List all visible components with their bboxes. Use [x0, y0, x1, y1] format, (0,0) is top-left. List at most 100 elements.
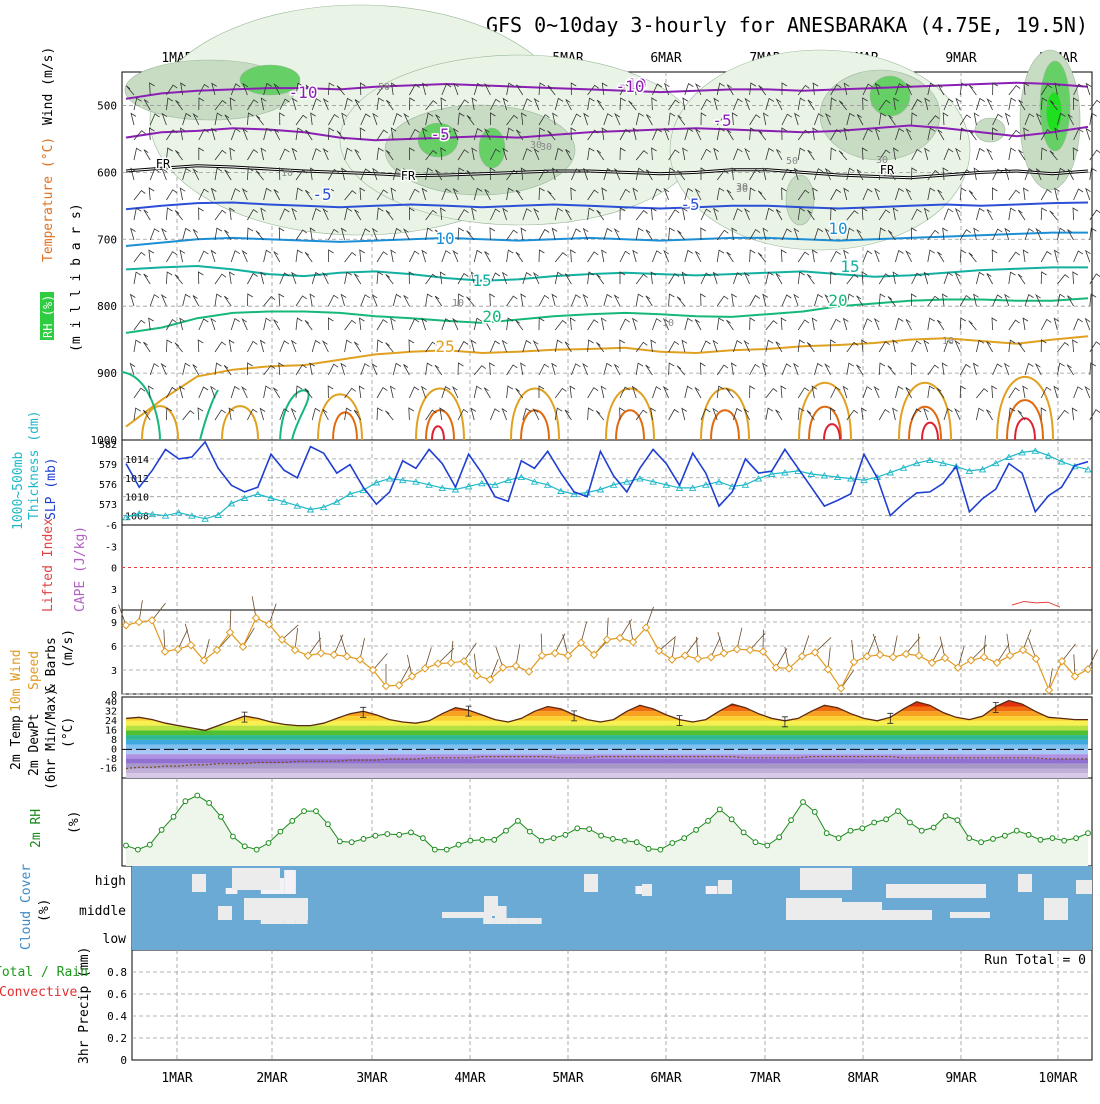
rh-point	[207, 801, 212, 806]
rh-point	[753, 840, 758, 845]
rh-point	[1074, 836, 1079, 841]
rh-point	[836, 836, 841, 841]
wind-left-label: (m/s)	[61, 629, 76, 668]
pressure-tick-label: 900	[97, 367, 117, 380]
slp-tick-label: 1010	[125, 493, 149, 504]
wind-tick-label: 6	[111, 642, 117, 653]
rh-point	[468, 838, 473, 843]
rh-point	[480, 837, 485, 842]
rh-point	[682, 836, 687, 841]
rh-point	[967, 836, 972, 841]
precip-left-label-conv: Convective	[0, 985, 77, 1000]
rh-point	[278, 829, 283, 834]
rh-point	[789, 818, 794, 823]
rh-point	[409, 830, 414, 835]
rh-point	[539, 838, 544, 843]
isotherm-label: -5	[312, 185, 331, 204]
bottom-date-label: 7MAR	[749, 1071, 780, 1086]
rh-point	[991, 837, 996, 842]
rh-point	[314, 809, 319, 814]
rh-point	[896, 809, 901, 814]
pressure-tick-label: 700	[97, 233, 117, 246]
rh-point	[444, 847, 449, 852]
cloud-block	[872, 910, 932, 920]
cape-left-label-li: Lifted Index	[41, 518, 56, 612]
cloud-block	[244, 898, 308, 920]
slp-left-label-1: 1000~500mb	[11, 452, 26, 530]
cape-left-labels-2: CAPE (J/kg)	[73, 526, 88, 612]
cape-tick-label: 6	[111, 606, 117, 617]
wind-left-label: Speed	[27, 651, 42, 690]
rh-point	[183, 799, 188, 804]
precip-tick-label: 0.8	[107, 966, 127, 979]
slp-left-labels: 1000~500mb	[11, 452, 26, 530]
temp-color-band	[122, 749, 1092, 754]
temp-left-label-group: (6hr Min/Max)	[44, 688, 59, 790]
rh-point	[349, 840, 354, 845]
pressure-tick-label: 500	[97, 99, 117, 112]
cloud-level-label: low	[103, 932, 127, 947]
rh-point	[159, 828, 164, 833]
rh-point	[1026, 832, 1031, 837]
precip-tick-label: 0.4	[107, 1010, 127, 1023]
rh-point	[670, 841, 675, 846]
rh-point	[326, 822, 331, 827]
temp-left-label: (6hr Min/Max)	[44, 688, 59, 790]
isotherm-label: -10	[289, 83, 318, 102]
rh-contour-label: 50	[786, 156, 798, 167]
temp-color-band	[122, 764, 1092, 769]
rh-point	[1062, 838, 1067, 843]
rh-point	[504, 828, 509, 833]
rh-point	[646, 846, 651, 851]
thickness-tick-label: 573	[99, 500, 117, 511]
wind-left-label: & Barbs	[44, 637, 59, 692]
bottom-date-label: 10MAR	[1038, 1071, 1077, 1086]
slp-tick-label: 1014	[125, 455, 149, 466]
cloud-block	[1076, 880, 1092, 894]
rh-point	[432, 847, 437, 852]
rh-point	[421, 836, 426, 841]
rh-point	[456, 842, 461, 847]
rh-point	[1038, 837, 1043, 842]
cape-tick-label: -6	[105, 521, 117, 532]
upper-left-labels: RH (%)Temperature (°C)Wind (m/s)	[40, 47, 56, 340]
cloud-block	[718, 880, 732, 894]
isotherm-label: 15	[472, 271, 491, 290]
pressure-tick-label: 600	[97, 166, 117, 179]
rh-contour-label: 10	[452, 298, 464, 309]
upper-left-label-wind: Wind (m/s)	[41, 47, 56, 125]
wind-tick-label: 3	[111, 666, 117, 677]
wind-left-label-group: 10m Wind	[9, 649, 24, 712]
precip-tick-label: 0.2	[107, 1032, 127, 1045]
bottom-date-label: 2MAR	[256, 1071, 287, 1086]
rh-contour-label: 10	[942, 336, 954, 347]
cloud-block	[192, 874, 206, 892]
bottom-date-label: 4MAR	[454, 1071, 485, 1086]
rh-contour-label: 10	[281, 168, 293, 179]
rh-point	[231, 834, 236, 839]
rh-point	[516, 819, 521, 824]
cape-tick-label: -3	[105, 542, 117, 553]
rh-contour-label: 30	[876, 155, 888, 166]
temp-color-band	[122, 730, 1092, 735]
bottom-date-label: 1MAR	[161, 1071, 192, 1086]
isotherm-label: 20	[828, 291, 847, 310]
rh-point	[955, 818, 960, 823]
rh-point	[599, 833, 604, 838]
rh-point	[801, 800, 806, 805]
isotherm-label: 10	[435, 229, 454, 248]
cloud-block	[584, 874, 598, 892]
rh-point	[1003, 833, 1008, 838]
slp-left-label-2: Thickness (dm)	[27, 410, 42, 520]
rh-point	[622, 838, 627, 843]
cape-tick-label: 0	[111, 564, 117, 575]
rh-shading-blob	[870, 76, 910, 116]
rh-point	[195, 793, 200, 798]
rh-point	[979, 840, 984, 845]
thickness-tick-label: 582	[99, 440, 117, 451]
rh-point	[860, 826, 865, 831]
panel-precip	[132, 950, 1092, 1060]
